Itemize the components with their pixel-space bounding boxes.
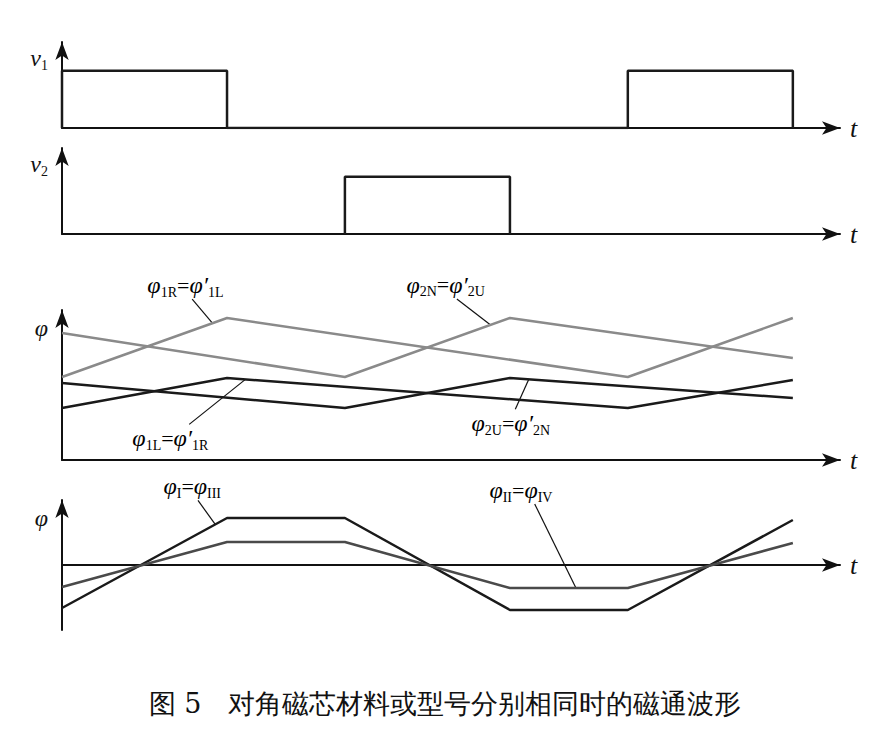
svg-text:φ: φ: [147, 272, 160, 298]
svg-text:1L: 1L: [146, 438, 162, 453]
svg-text:φ: φ: [194, 473, 207, 499]
svg-text:=: =: [437, 272, 449, 297]
svg-text:t: t: [850, 551, 858, 580]
svg-text:1L: 1L: [208, 285, 224, 300]
svg-text:φ′: φ′: [174, 425, 193, 451]
svg-text:IV: IV: [538, 490, 553, 505]
svg-text:1: 1: [41, 58, 48, 73]
svg-text:=: =: [161, 426, 173, 451]
svg-text:t: t: [850, 114, 858, 143]
svg-text:φ: φ: [163, 473, 176, 499]
svg-text:φ′: φ′: [449, 272, 468, 298]
svg-text:φ: φ: [406, 272, 419, 298]
svg-text:2U: 2U: [485, 423, 502, 438]
svg-text:t: t: [850, 446, 858, 475]
svg-text:=: =: [512, 478, 524, 503]
svg-text:图 5 对角磁芯材料或型号分别相同时的磁通波形: 图 5 对角磁芯材料或型号分别相同时的磁通波形: [149, 688, 742, 719]
svg-text:φ′: φ′: [514, 410, 533, 436]
svg-text:v: v: [30, 45, 41, 71]
svg-text:φ: φ: [489, 477, 502, 503]
svg-text:2: 2: [41, 164, 48, 179]
svg-text:φ′: φ′: [189, 272, 208, 298]
svg-text:φ: φ: [35, 315, 48, 341]
svg-text:1R: 1R: [161, 285, 178, 300]
svg-text:=: =: [177, 273, 189, 298]
svg-text:t: t: [850, 220, 858, 249]
svg-text:φ: φ: [472, 410, 485, 436]
svg-text:I: I: [176, 485, 182, 501]
svg-text:1R: 1R: [192, 438, 209, 453]
svg-text:=: =: [502, 411, 514, 436]
svg-text:II: II: [503, 490, 513, 505]
svg-text:2N: 2N: [533, 423, 550, 438]
svg-text:φ: φ: [35, 505, 48, 531]
svg-text:=: =: [181, 474, 193, 499]
svg-text:v: v: [30, 151, 41, 177]
svg-text:2N: 2N: [420, 284, 437, 299]
svg-text:φ: φ: [132, 425, 145, 451]
svg-text:III: III: [207, 486, 221, 501]
svg-text:φ: φ: [524, 477, 537, 503]
svg-text:2U: 2U: [468, 284, 485, 299]
